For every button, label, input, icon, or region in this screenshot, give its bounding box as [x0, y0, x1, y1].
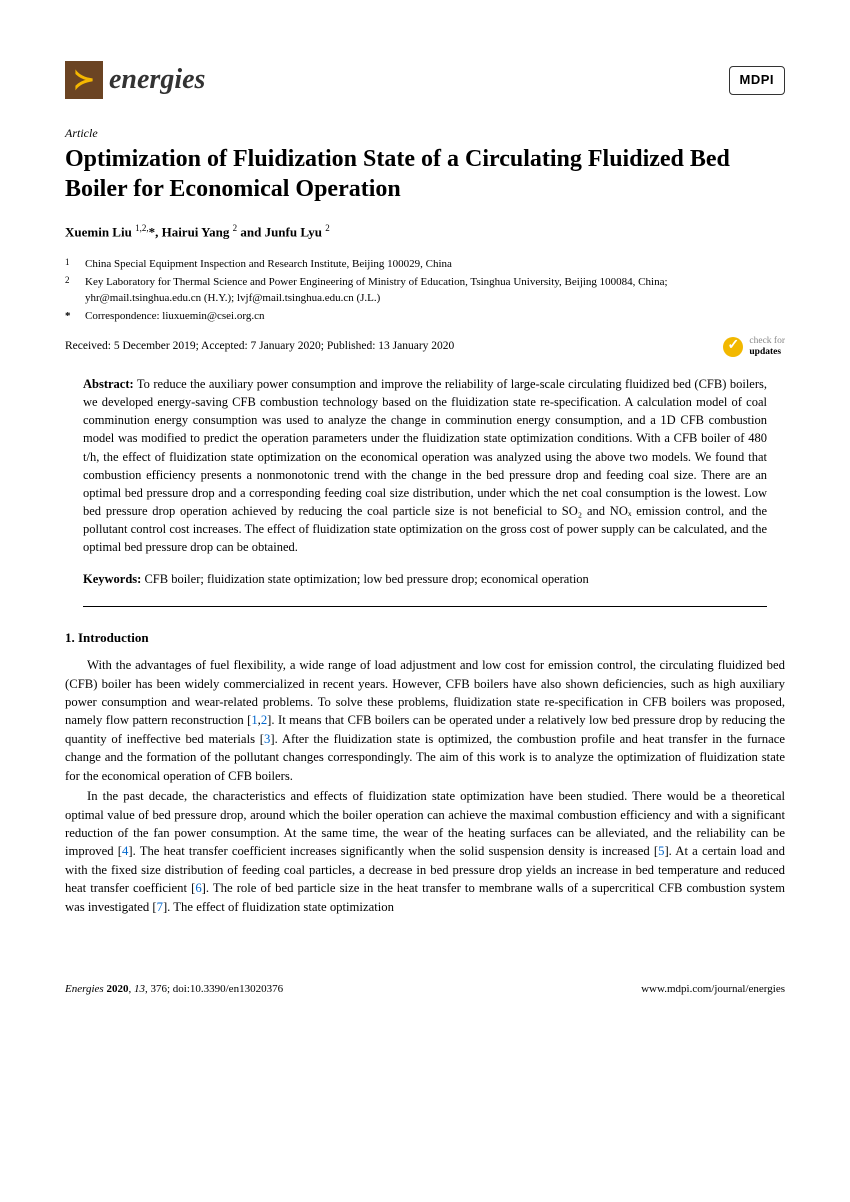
affiliation-1: 1 China Special Equipment Inspection and… — [65, 256, 785, 273]
article-title: Optimization of Fluidization State of a … — [65, 144, 785, 204]
journal-logo: ≻ energies — [65, 60, 205, 101]
affil-text: Key Laboratory for Thermal Science and P… — [85, 274, 785, 307]
correspondence-row: * Correspondence: liuxuemin@csei.org.cn — [65, 308, 785, 325]
section-heading-intro: 1. Introduction — [65, 629, 785, 648]
check-updates-badge[interactable]: ✓ check for updates — [723, 336, 785, 357]
bolt-icon: ≻ — [73, 61, 95, 99]
intro-para-2: In the past decade, the characteristics … — [65, 787, 785, 916]
check-icon: ✓ — [723, 337, 743, 357]
abstract-text: To reduce the auxiliary power consumptio… — [83, 377, 767, 554]
header-row: ≻ energies MDPI — [65, 60, 785, 101]
page-footer: Energies 2020, 13, 376; doi:10.3390/en13… — [65, 976, 785, 998]
energies-logo-icon: ≻ — [65, 61, 103, 99]
affiliation-2: 2 Key Laboratory for Thermal Science and… — [65, 274, 785, 307]
updates-text: check for updates — [749, 336, 785, 357]
dates-row: Received: 5 December 2019; Accepted: 7 J… — [65, 336, 785, 357]
footer-right: www.mdpi.com/journal/energies — [641, 982, 785, 998]
correspondence-text: Correspondence: liuxuemin@csei.org.cn — [85, 308, 264, 325]
affiliations-block: 1 China Special Equipment Inspection and… — [65, 256, 785, 324]
authors-line: Xuemin Liu 1,2,*, Hairui Yang 2 and Junf… — [65, 222, 785, 242]
affil-text: China Special Equipment Inspection and R… — [85, 256, 452, 273]
dates-text: Received: 5 December 2019; Accepted: 7 J… — [65, 338, 454, 355]
keywords-text: CFB boiler; fluidization state optimizat… — [144, 572, 588, 586]
publisher-badge: MDPI — [729, 66, 786, 95]
footer-left: Energies 2020, 13, 376; doi:10.3390/en13… — [65, 982, 283, 998]
article-type: Article — [65, 125, 785, 142]
affil-num: 2 — [65, 274, 75, 307]
intro-para-1: With the advantages of fuel flexibility,… — [65, 656, 785, 785]
affil-num: 1 — [65, 256, 75, 273]
section-divider — [83, 606, 767, 607]
journal-name: energies — [109, 60, 205, 101]
abstract-label: Abstract: — [83, 377, 134, 391]
corr-star: * — [65, 308, 75, 325]
keywords-block: Keywords: CFB boiler; fluidization state… — [83, 570, 767, 588]
abstract-block: Abstract: To reduce the auxiliary power … — [83, 375, 767, 556]
keywords-label: Keywords: — [83, 572, 141, 586]
